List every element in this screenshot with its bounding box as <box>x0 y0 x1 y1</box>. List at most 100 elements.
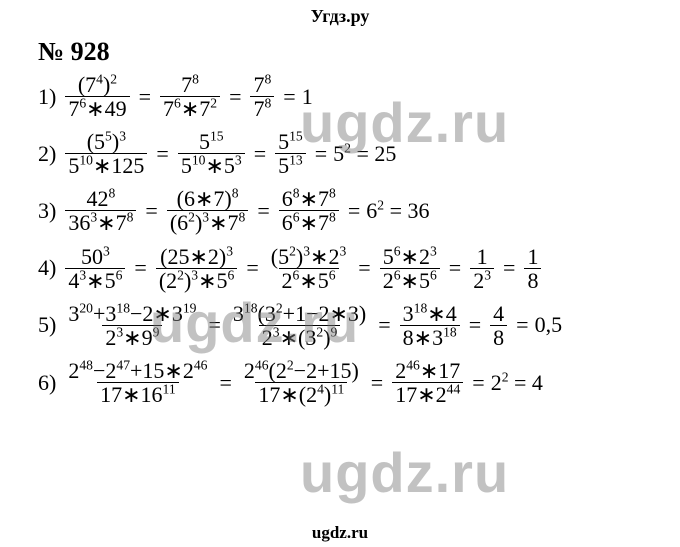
denominator: 8∗318 <box>400 325 460 349</box>
equals-sign: = <box>472 370 484 396</box>
fraction: 7876∗72 <box>160 73 220 120</box>
line-index: 5) <box>38 312 56 338</box>
equals-sign: = <box>371 370 383 396</box>
numerator: 515 <box>275 130 306 153</box>
line-index: 4) <box>38 255 56 281</box>
numerator: 248−247+15∗246 <box>65 359 210 382</box>
problem-number: № 928 <box>0 27 680 73</box>
result: 52 = 25 <box>333 141 396 167</box>
solution-line: 6) 248−247+15∗24617∗1611 = 246(22−2+15)17∗(… <box>38 359 680 406</box>
fraction: 50343∗56 <box>65 245 125 292</box>
fraction: 248−247+15∗24617∗1611 <box>65 359 210 406</box>
result: 1 <box>302 84 313 110</box>
equals-sign: = <box>229 84 241 110</box>
equals-sign: = <box>469 312 481 338</box>
solution-line: 2)(55)3510∗125=515510∗53=515513=52 = 25 <box>38 130 680 177</box>
numerator: (6∗7)8 <box>174 187 242 210</box>
numerator: 1 <box>474 245 491 268</box>
numerator: 68∗78 <box>279 187 339 210</box>
denominator: 66∗78 <box>279 210 339 234</box>
numerator: 56∗23 <box>380 245 440 268</box>
equals-sign: = <box>246 255 258 281</box>
numerator: 320+318−2∗319 <box>65 302 199 325</box>
denominator: 8 <box>490 325 507 349</box>
denominator: 43∗56 <box>65 268 125 292</box>
numerator: 78 <box>178 73 202 96</box>
denominator: 23 <box>470 268 494 292</box>
equals-sign: = <box>219 370 231 396</box>
solution-line: 4) 50343∗56 = (25∗2)3(22)3∗56 = (52)3∗2326∗56… <box>38 245 680 292</box>
numerator: (55)3 <box>84 130 129 153</box>
denominator: 26∗56 <box>279 268 339 292</box>
denominator: 76∗49 <box>65 96 129 120</box>
denominator: 26∗56 <box>380 268 440 292</box>
equals-sign: = <box>358 255 370 281</box>
line-index: 3) <box>38 198 56 224</box>
numerator: 503 <box>78 245 113 268</box>
footer-text: ugdz.ru <box>0 523 680 543</box>
denominator: 17∗(24)11 <box>255 382 347 406</box>
solution-line: 3)428363∗78=(6∗7)8(62)3∗78=68∗7866∗78=62… <box>38 187 680 234</box>
equals-sign: = <box>516 312 528 338</box>
denominator: 363∗78 <box>65 210 136 234</box>
equals-sign: = <box>378 312 390 338</box>
fraction: 515510∗53 <box>178 130 245 177</box>
numerator: 318∗4 <box>400 302 460 325</box>
result: 22 = 4 <box>491 370 543 396</box>
numerator: 1 <box>524 245 541 268</box>
watermark-text: ugdz.ru <box>300 440 509 505</box>
fraction: 48 <box>490 302 507 349</box>
fraction: 246(22−2+15)17∗(24)11 <box>241 359 362 406</box>
line-index: 6) <box>38 370 56 396</box>
fraction: (25∗2)3(22)3∗56 <box>156 245 238 292</box>
numerator: 428 <box>83 187 118 210</box>
denominator: 510∗53 <box>178 153 245 177</box>
numerator: 4 <box>490 302 507 325</box>
denominator: 510∗125 <box>65 153 147 177</box>
site-header: Угдз.ру <box>0 0 680 27</box>
result: 62 = 36 <box>366 198 429 224</box>
equals-sign: = <box>134 255 146 281</box>
fraction: (6∗7)8(62)3∗78 <box>167 187 249 234</box>
denominator: 78 <box>250 96 274 120</box>
solution-lines: 1)(74)276∗49=7876∗72=7878=12)(55)3510∗12… <box>0 73 680 406</box>
equals-sign: = <box>348 198 360 224</box>
fraction: 123 <box>470 245 494 292</box>
numerator: 318(32+1−2∗3) <box>230 302 369 325</box>
fraction: 68∗7866∗78 <box>279 187 339 234</box>
denominator: 17∗1611 <box>97 382 179 406</box>
equals-sign: = <box>449 255 461 281</box>
numerator: 515 <box>196 130 227 153</box>
equals-sign: = <box>315 141 327 167</box>
fraction: (55)3510∗125 <box>65 130 147 177</box>
solution-line: 5) 320+318−2∗31923∗99 = 318(32+1−2∗3)23∗(32… <box>38 302 680 349</box>
fraction: 320+318−2∗31923∗99 <box>65 302 199 349</box>
fraction: 246∗1717∗244 <box>392 359 463 406</box>
denominator: (22)3∗56 <box>156 268 238 292</box>
fraction: 318∗48∗318 <box>400 302 460 349</box>
fraction: 56∗2326∗56 <box>380 245 440 292</box>
fraction: (52)3∗2326∗56 <box>268 245 350 292</box>
equals-sign: = <box>145 198 157 224</box>
fraction: 515513 <box>275 130 306 177</box>
fraction: 18 <box>524 245 541 292</box>
denominator: 8 <box>524 268 541 292</box>
equals-sign: = <box>257 198 269 224</box>
numerator: 246(22−2+15) <box>241 359 362 382</box>
fraction: (74)276∗49 <box>65 73 129 120</box>
denominator: 23∗(32)9 <box>259 325 341 349</box>
denominator: 513 <box>275 153 306 177</box>
numerator: 78 <box>250 73 274 96</box>
fraction: 318(32+1−2∗3)23∗(32)9 <box>230 302 369 349</box>
equals-sign: = <box>139 84 151 110</box>
numerator: (74)2 <box>75 73 120 96</box>
denominator: (62)3∗78 <box>167 210 249 234</box>
equals-sign: = <box>254 141 266 167</box>
equals-sign: = <box>208 312 220 338</box>
numerator: 246∗17 <box>392 359 463 382</box>
numerator: (25∗2)3 <box>157 245 236 268</box>
equals-sign: = <box>156 141 168 167</box>
solution-line: 1)(74)276∗49=7876∗72=7878=1 <box>38 73 680 120</box>
equals-sign: = <box>503 255 515 281</box>
denominator: 23∗99 <box>102 325 162 349</box>
